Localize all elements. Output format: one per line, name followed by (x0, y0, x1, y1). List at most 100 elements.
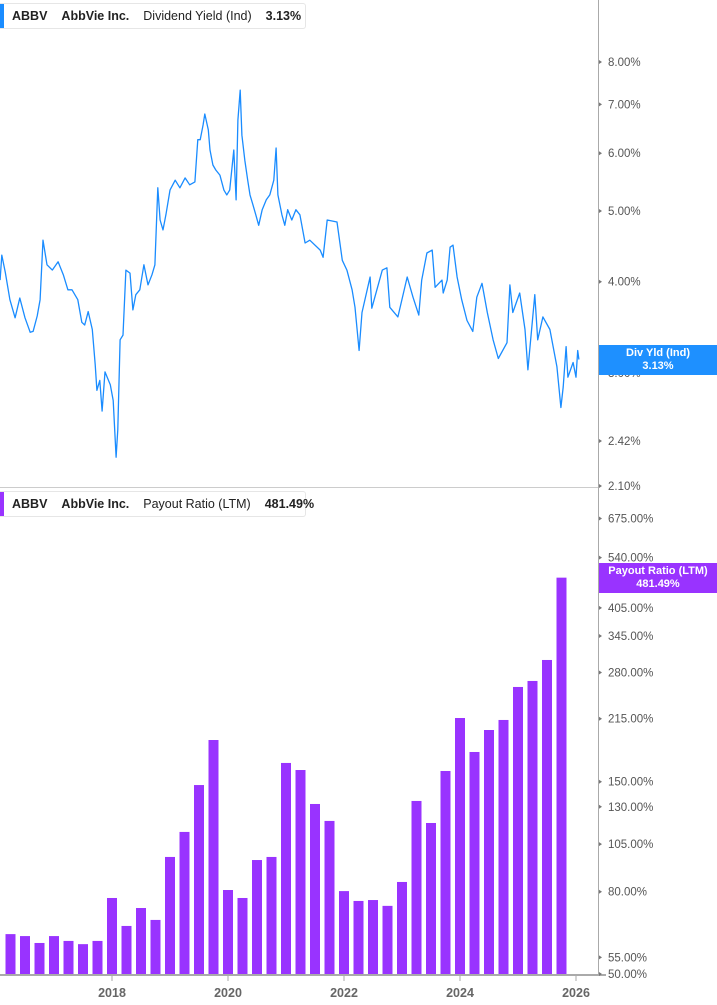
y-tick-label: 540.00% (608, 553, 653, 565)
y-tick-label: 345.00% (608, 631, 653, 643)
y-tick-label: 8.00% (608, 57, 641, 69)
y-tick-mark (599, 102, 602, 107)
payout-bar (513, 686, 523, 974)
payout-bar (411, 800, 422, 974)
payout-bar (136, 908, 146, 974)
y-tick-mark (599, 555, 602, 560)
payout-bar (121, 925, 132, 974)
legend-ticker: ABBV (12, 9, 48, 23)
legend-color-bar (0, 492, 4, 516)
payout-bar (368, 900, 378, 974)
legend-metric: Dividend Yield (Ind) (143, 9, 252, 23)
badge-label: Payout Ratio (LTM) (608, 565, 708, 577)
payout-bar (527, 680, 538, 974)
legend-ticker: ABBV (12, 497, 48, 511)
y-tick-mark (599, 605, 602, 610)
payout-bar (339, 891, 349, 974)
y-tick-label: 130.00% (608, 802, 653, 814)
payout-bar (295, 770, 306, 974)
y-tick-label: 405.00% (608, 603, 653, 615)
payout-legend: ABBV AbbVie Inc. Payout Ratio (LTM) 481.… (0, 491, 314, 517)
y-tick-mark (599, 955, 602, 960)
y-tick-label: 2.10% (608, 481, 641, 493)
y-tick-label: 215.00% (608, 714, 653, 726)
payout-bar (49, 936, 59, 974)
y-tick-label: 2.42% (608, 436, 641, 448)
y-tick-mark (599, 516, 602, 521)
payout-bars (5, 577, 567, 974)
payout-bar (455, 718, 465, 974)
payout-bar (310, 803, 320, 974)
payout-bar (63, 940, 74, 974)
payout-bar (266, 856, 277, 974)
y-tick-mark (599, 804, 602, 809)
y-tick-label: 5.00% (608, 206, 641, 218)
payout-bar (426, 822, 436, 974)
y-tick-mark (599, 889, 602, 894)
y-tick-label: 150.00% (608, 777, 653, 789)
payout-bar (208, 740, 219, 974)
badge-value: 481.49% (636, 578, 680, 590)
y-tick-mark (599, 151, 602, 156)
payout-bar (353, 900, 364, 974)
yield-legend: ABBV AbbVie Inc. Dividend Yield (Ind) 3.… (0, 3, 306, 29)
y-tick-label: 55.00% (608, 952, 647, 964)
y-tick-label: 280.00% (608, 668, 653, 680)
payout-bar (237, 897, 248, 974)
x-tick-label: 2022 (330, 986, 358, 1000)
payout-bar (165, 856, 175, 974)
yield-last-value-badge: Div Yld (Ind) 3.13% (599, 345, 717, 375)
yield-plot (0, 89, 580, 458)
payout-bar (78, 944, 88, 974)
y-tick-label: 105.00% (608, 839, 653, 851)
payout-y-axis: 675.00% 540.00% 405.00% 345.00% 280.00% 215.0… (599, 514, 653, 981)
y-tick-mark (599, 483, 602, 488)
x-axis: 2018 2020 2022 2024 2026 (98, 975, 590, 1000)
payout-bar (20, 936, 30, 974)
y-tick-label: 4.00% (608, 277, 641, 289)
payout-bar (484, 730, 494, 974)
y-tick-label: 675.00% (608, 514, 653, 526)
y-tick-mark (599, 633, 602, 638)
payout-bar (281, 762, 291, 974)
y-tick-mark (599, 972, 602, 976)
payout-bar (223, 890, 233, 974)
legend-value: 481.49% (264, 497, 315, 511)
payout-bar (469, 751, 480, 974)
payout-bar (542, 659, 552, 974)
payout-bar (440, 770, 451, 974)
y-tick-mark (599, 60, 602, 64)
payout-bar (397, 881, 407, 974)
y-tick-mark (599, 208, 602, 213)
payout-bar (92, 940, 103, 974)
y-tick-mark (599, 779, 602, 784)
payout-last-value-badge: Payout Ratio (LTM) 481.49% (599, 563, 717, 593)
legend-value: 3.13% (265, 9, 302, 23)
y-tick-mark (599, 439, 602, 444)
x-tick-label: 2024 (446, 986, 474, 1000)
yield-series-line (0, 89, 580, 458)
payout-bar (107, 897, 117, 974)
legend-color-bar (0, 4, 4, 28)
payout-bar (5, 934, 16, 974)
legend-company: AbbVie Inc. (61, 9, 130, 23)
y-tick-label: 50.00% (608, 969, 647, 981)
y-tick-mark (599, 670, 602, 675)
payout-bar (498, 719, 509, 974)
payout-bar (324, 820, 335, 974)
payout-bar (179, 831, 190, 974)
y-tick-label: 6.00% (608, 148, 641, 160)
y-tick-label: 7.00% (608, 99, 641, 111)
y-tick-mark (599, 716, 602, 721)
x-tick-label: 2020 (214, 986, 242, 1000)
payout-bar (150, 919, 161, 974)
payout-bar (382, 905, 393, 974)
y-tick-mark (599, 842, 602, 847)
yield-y-axis: 8.00%7.00%6.00%5.00%4.00%3.00%2.42%2.10% (599, 57, 641, 493)
legend-company: AbbVie Inc. (61, 497, 130, 511)
y-tick-label: 80.00% (608, 887, 647, 899)
badge-value: 3.13% (642, 360, 674, 372)
y-tick-mark (599, 279, 602, 284)
x-tick-label: 2018 (98, 986, 126, 1000)
